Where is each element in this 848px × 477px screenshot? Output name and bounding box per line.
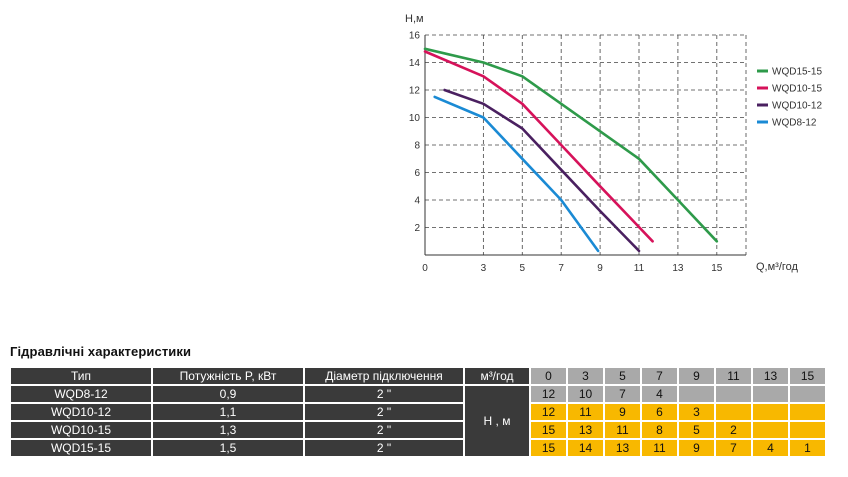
x-axis-label: Q,м³/год [756,261,799,273]
y-tick-label: 2 [414,223,420,234]
series-line-wqd15-15 [423,47,719,243]
cell-head [753,404,788,420]
series-line-wqd10-15 [423,50,654,243]
cell-power: 0,9 [153,386,303,402]
cell-head: 10 [568,386,603,402]
cell-head [790,404,825,420]
legend-label: WQD8-12 [772,118,817,129]
flow-value: 9 [679,368,714,384]
section-title: Гідравлічні характеристики [10,344,192,359]
cell-head: 4 [642,386,677,402]
cell-head: 8 [642,422,677,438]
cell-head: 11 [568,404,603,420]
cell-head: 1 [790,440,825,456]
x-tick-label: 5 [519,263,525,274]
x-tick-label: 0 [422,263,428,274]
header-power: Потужність P, кВт [153,368,303,384]
y-tick-label: 12 [409,86,421,97]
hydraulic-table: Тип Потужність P, кВт Діаметр підключенн… [9,366,827,458]
flow-value: 3 [568,368,603,384]
flow-value: 11 [716,368,751,384]
chart-legend: WQD15-15 WQD10-15 WQD10-12 WQD8-12 [757,67,822,129]
flow-value: 13 [753,368,788,384]
cell-power: 1,1 [153,404,303,420]
header-flow: м³/год [465,368,529,384]
head-flow-chart: 2 4 6 8 10 12 14 16 0 3 5 7 9 11 13 15 Н,м Q,м³/год WQD… [405,13,822,275]
legend-label: WQD15-15 [772,67,822,78]
cell-head: 13 [568,422,603,438]
cell-head [716,386,751,402]
cell-type: WQD8-12 [11,386,151,402]
y-tick-label: 6 [414,168,420,179]
x-tick-label: 3 [481,263,487,274]
x-tick-label: 11 [634,263,645,274]
cell-head: 3 [679,404,714,420]
flow-value: 7 [642,368,677,384]
cell-head: 15 [531,422,566,438]
cell-diameter: 2 " [305,440,463,456]
cell-head: 2 [716,422,751,438]
table-header-row: Тип Потужність P, кВт Діаметр підключенн… [11,368,825,384]
cell-head: 6 [642,404,677,420]
flow-value: 15 [790,368,825,384]
series-line-wqd10-12 [443,88,641,253]
flow-value: 5 [605,368,640,384]
cell-type: WQD10-15 [11,422,151,438]
cell-head [753,386,788,402]
cell-head [716,404,751,420]
table-row: WQD10-12 1,1 2 " 12 11 9 6 3 [11,404,825,420]
cell-head: 4 [753,440,788,456]
cell-head: 15 [531,440,566,456]
table-row: WQD8-12 0,9 2 " Н , м 12 10 7 4 [11,386,825,456]
flow-value: 0 [531,368,566,384]
y-tick-label: 10 [409,113,421,124]
cell-power: 1,5 [153,440,303,456]
table-row: WQD10-15 1,3 2 " 15 13 11 8 5 2 [11,422,825,438]
x-tick-label: 13 [672,263,684,274]
cell-head: 7 [716,440,751,456]
y-tick-label: 16 [409,31,421,42]
x-tick-label: 7 [558,263,564,274]
x-tick-label: 15 [711,263,723,274]
cell-head: 5 [679,422,714,438]
cell-head [790,386,825,402]
cell-diameter: 2 " [305,386,463,402]
header-diameter: Діаметр підключення [305,368,463,384]
y-axis-label: Н,м [405,13,424,25]
table-row: WQD15-15 1,5 2 " 15 14 13 11 9 7 4 1 [11,440,825,456]
cell-head: 7 [605,386,640,402]
y-tick-label: 14 [409,58,421,69]
cell-type: WQD15-15 [11,440,151,456]
legend-label: WQD10-15 [772,84,822,95]
cell-head: 12 [531,404,566,420]
chart-grid [424,34,747,256]
cell-head: 11 [605,422,640,438]
cell-head: 9 [605,404,640,420]
cell-diameter: 2 " [305,422,463,438]
head-label: Н , м [465,386,529,456]
series-line-wqd8-12 [433,95,600,253]
cell-head: 12 [531,386,566,402]
header-type: Тип [11,368,151,384]
cell-head: 9 [679,440,714,456]
cell-head [679,386,714,402]
cell-diameter: 2 " [305,404,463,420]
cell-head: 11 [642,440,677,456]
cell-power: 1,3 [153,422,303,438]
x-tick-label: 9 [597,263,603,274]
y-tick-label: 4 [414,196,420,207]
y-tick-label: 8 [414,141,420,152]
cell-head: 14 [568,440,603,456]
chart-series [423,47,719,253]
cell-type: WQD10-12 [11,404,151,420]
cell-head [790,422,825,438]
legend-label: WQD10-12 [772,101,822,112]
chart-tick-labels: 2 4 6 8 10 12 14 16 0 3 5 7 9 11 13 15 [409,31,723,275]
cell-head [753,422,788,438]
cell-head: 13 [605,440,640,456]
